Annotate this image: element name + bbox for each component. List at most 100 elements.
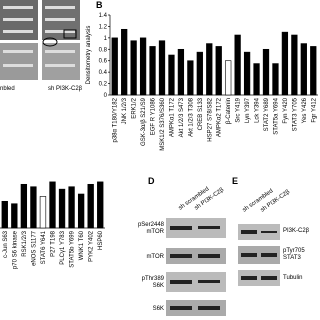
bar	[20, 183, 28, 229]
bar	[58, 188, 66, 229]
bar	[253, 63, 260, 96]
x-tick-label: c-Jun S63	[3, 230, 9, 258]
column-label: nbled	[0, 86, 15, 92]
x-tick-label: Lyn Y397	[245, 97, 251, 123]
x-tick-label: JNK 1/2/3	[122, 97, 128, 124]
row-label: S6K	[153, 306, 164, 312]
bar	[111, 37, 118, 96]
row-label: pSer2448	[138, 222, 165, 228]
x-tick-label: AMPKα1 T172	[169, 97, 175, 137]
highlight-box	[63, 29, 77, 39]
bar	[130, 40, 137, 96]
y-tick-label: 0.2	[99, 82, 108, 88]
x-tick-label: Fgr Y412	[311, 97, 317, 122]
x-tick-label: STAT5a Y694	[273, 97, 279, 134]
bar	[39, 196, 47, 229]
bar	[87, 183, 94, 229]
x-tick-label: STAT5b Y699	[70, 230, 76, 267]
x-tick-label: MSK1/2 S376/S360	[160, 97, 166, 150]
x-tick-label: GSK-3α/β S21/S9	[141, 97, 147, 146]
x-tick-label: WNK1 T60	[79, 230, 85, 260]
x-tick-label: STAT3 Y705	[292, 97, 298, 131]
bar	[68, 186, 75, 229]
x-tick-label: STAT6 Y641	[41, 230, 47, 264]
x-tick-label: HSP27 S78/S82	[207, 97, 213, 141]
row-label: mTOR	[146, 254, 164, 260]
row-label: mTOR	[146, 229, 164, 235]
y-tick-label: 1	[104, 36, 108, 42]
bar	[262, 48, 270, 96]
y-tick-label: 0.8	[99, 47, 108, 53]
x-tick-label: PYK2 Y402	[89, 230, 95, 262]
bar	[215, 46, 222, 96]
x-tick-label: Akt 1/2/3 S473	[179, 97, 185, 137]
x-tick-label: RSK1/2/3	[22, 230, 28, 256]
bar	[272, 63, 279, 96]
column-label: sh PI3K-C2β	[48, 86, 83, 92]
x-tick-label: PLCγ1 Y783	[60, 230, 66, 264]
blot	[166, 272, 226, 292]
row-label: Tubulin	[283, 275, 302, 281]
panel-letter: B	[96, 0, 103, 10]
bar	[168, 54, 175, 96]
bar	[49, 181, 56, 229]
y-tick-label: 1.4	[99, 13, 108, 19]
panel-letter: D	[148, 176, 155, 186]
bar	[1, 200, 8, 229]
bar	[310, 46, 317, 96]
row-label: pThr389	[142, 276, 165, 282]
x-tick-label: Yes Y426	[302, 97, 308, 123]
x-tick-label: HSP60	[98, 230, 104, 250]
bar	[177, 48, 185, 96]
x-tick-label: AMPKα2 T172	[217, 97, 223, 137]
row-label: STAT3	[283, 255, 301, 261]
x-tick-label: Src Y419	[236, 97, 242, 122]
bar	[234, 34, 241, 96]
bar	[243, 51, 251, 96]
y-axis-label: Densitometry analysis	[86, 26, 92, 85]
blot	[166, 248, 226, 264]
highlight-ellipse	[42, 37, 58, 47]
x-tick-label: β-Catenin	[226, 98, 232, 124]
x-tick-label: eNOS S1177	[31, 230, 37, 266]
x-tick-label: Fyn Y420	[283, 97, 289, 123]
blot-array	[0, 43, 38, 80]
y-tick-label: 0.6	[99, 59, 108, 65]
bar	[77, 193, 85, 229]
blot-array	[42, 43, 80, 80]
bar	[291, 34, 298, 96]
row-label: pTyr705	[283, 248, 305, 254]
x-tick-label: ERK1/2	[132, 97, 138, 118]
x-tick-label: p70 S6 kinase	[12, 230, 18, 269]
x-tick-label: CREB S133	[198, 97, 204, 130]
y-tick-label: 1.2	[99, 24, 108, 30]
x-tick-label: Lck Y394	[255, 97, 261, 123]
bar	[225, 60, 232, 96]
x-tick-label: STAT2 Y689	[264, 97, 270, 131]
y-tick-label: 0	[104, 93, 108, 99]
bar	[30, 186, 37, 229]
row-label: PI3K-C2β	[283, 228, 310, 234]
bar	[196, 51, 203, 96]
bar	[139, 37, 147, 96]
blot	[238, 224, 280, 240]
blot	[238, 246, 280, 264]
blot	[166, 300, 226, 316]
bar	[281, 31, 289, 96]
x-tick-label: p38α T180/Y182	[113, 97, 119, 142]
bar	[300, 43, 307, 96]
bar	[158, 40, 166, 96]
x-tick-label: P27 T198	[51, 230, 57, 257]
x-tick-label: EGF R Y1086	[151, 97, 157, 135]
bar	[149, 46, 156, 96]
bar	[206, 43, 213, 96]
bar	[121, 28, 128, 96]
blot-dots	[3, 6, 75, 67]
x-tick-label: Akt 1/2/3 T308	[188, 97, 194, 137]
row-label: S6K	[153, 283, 164, 289]
panel-letter: E	[232, 176, 238, 186]
bar	[187, 60, 194, 96]
bar	[11, 203, 18, 229]
y-tick-label: 0.4	[99, 70, 108, 76]
